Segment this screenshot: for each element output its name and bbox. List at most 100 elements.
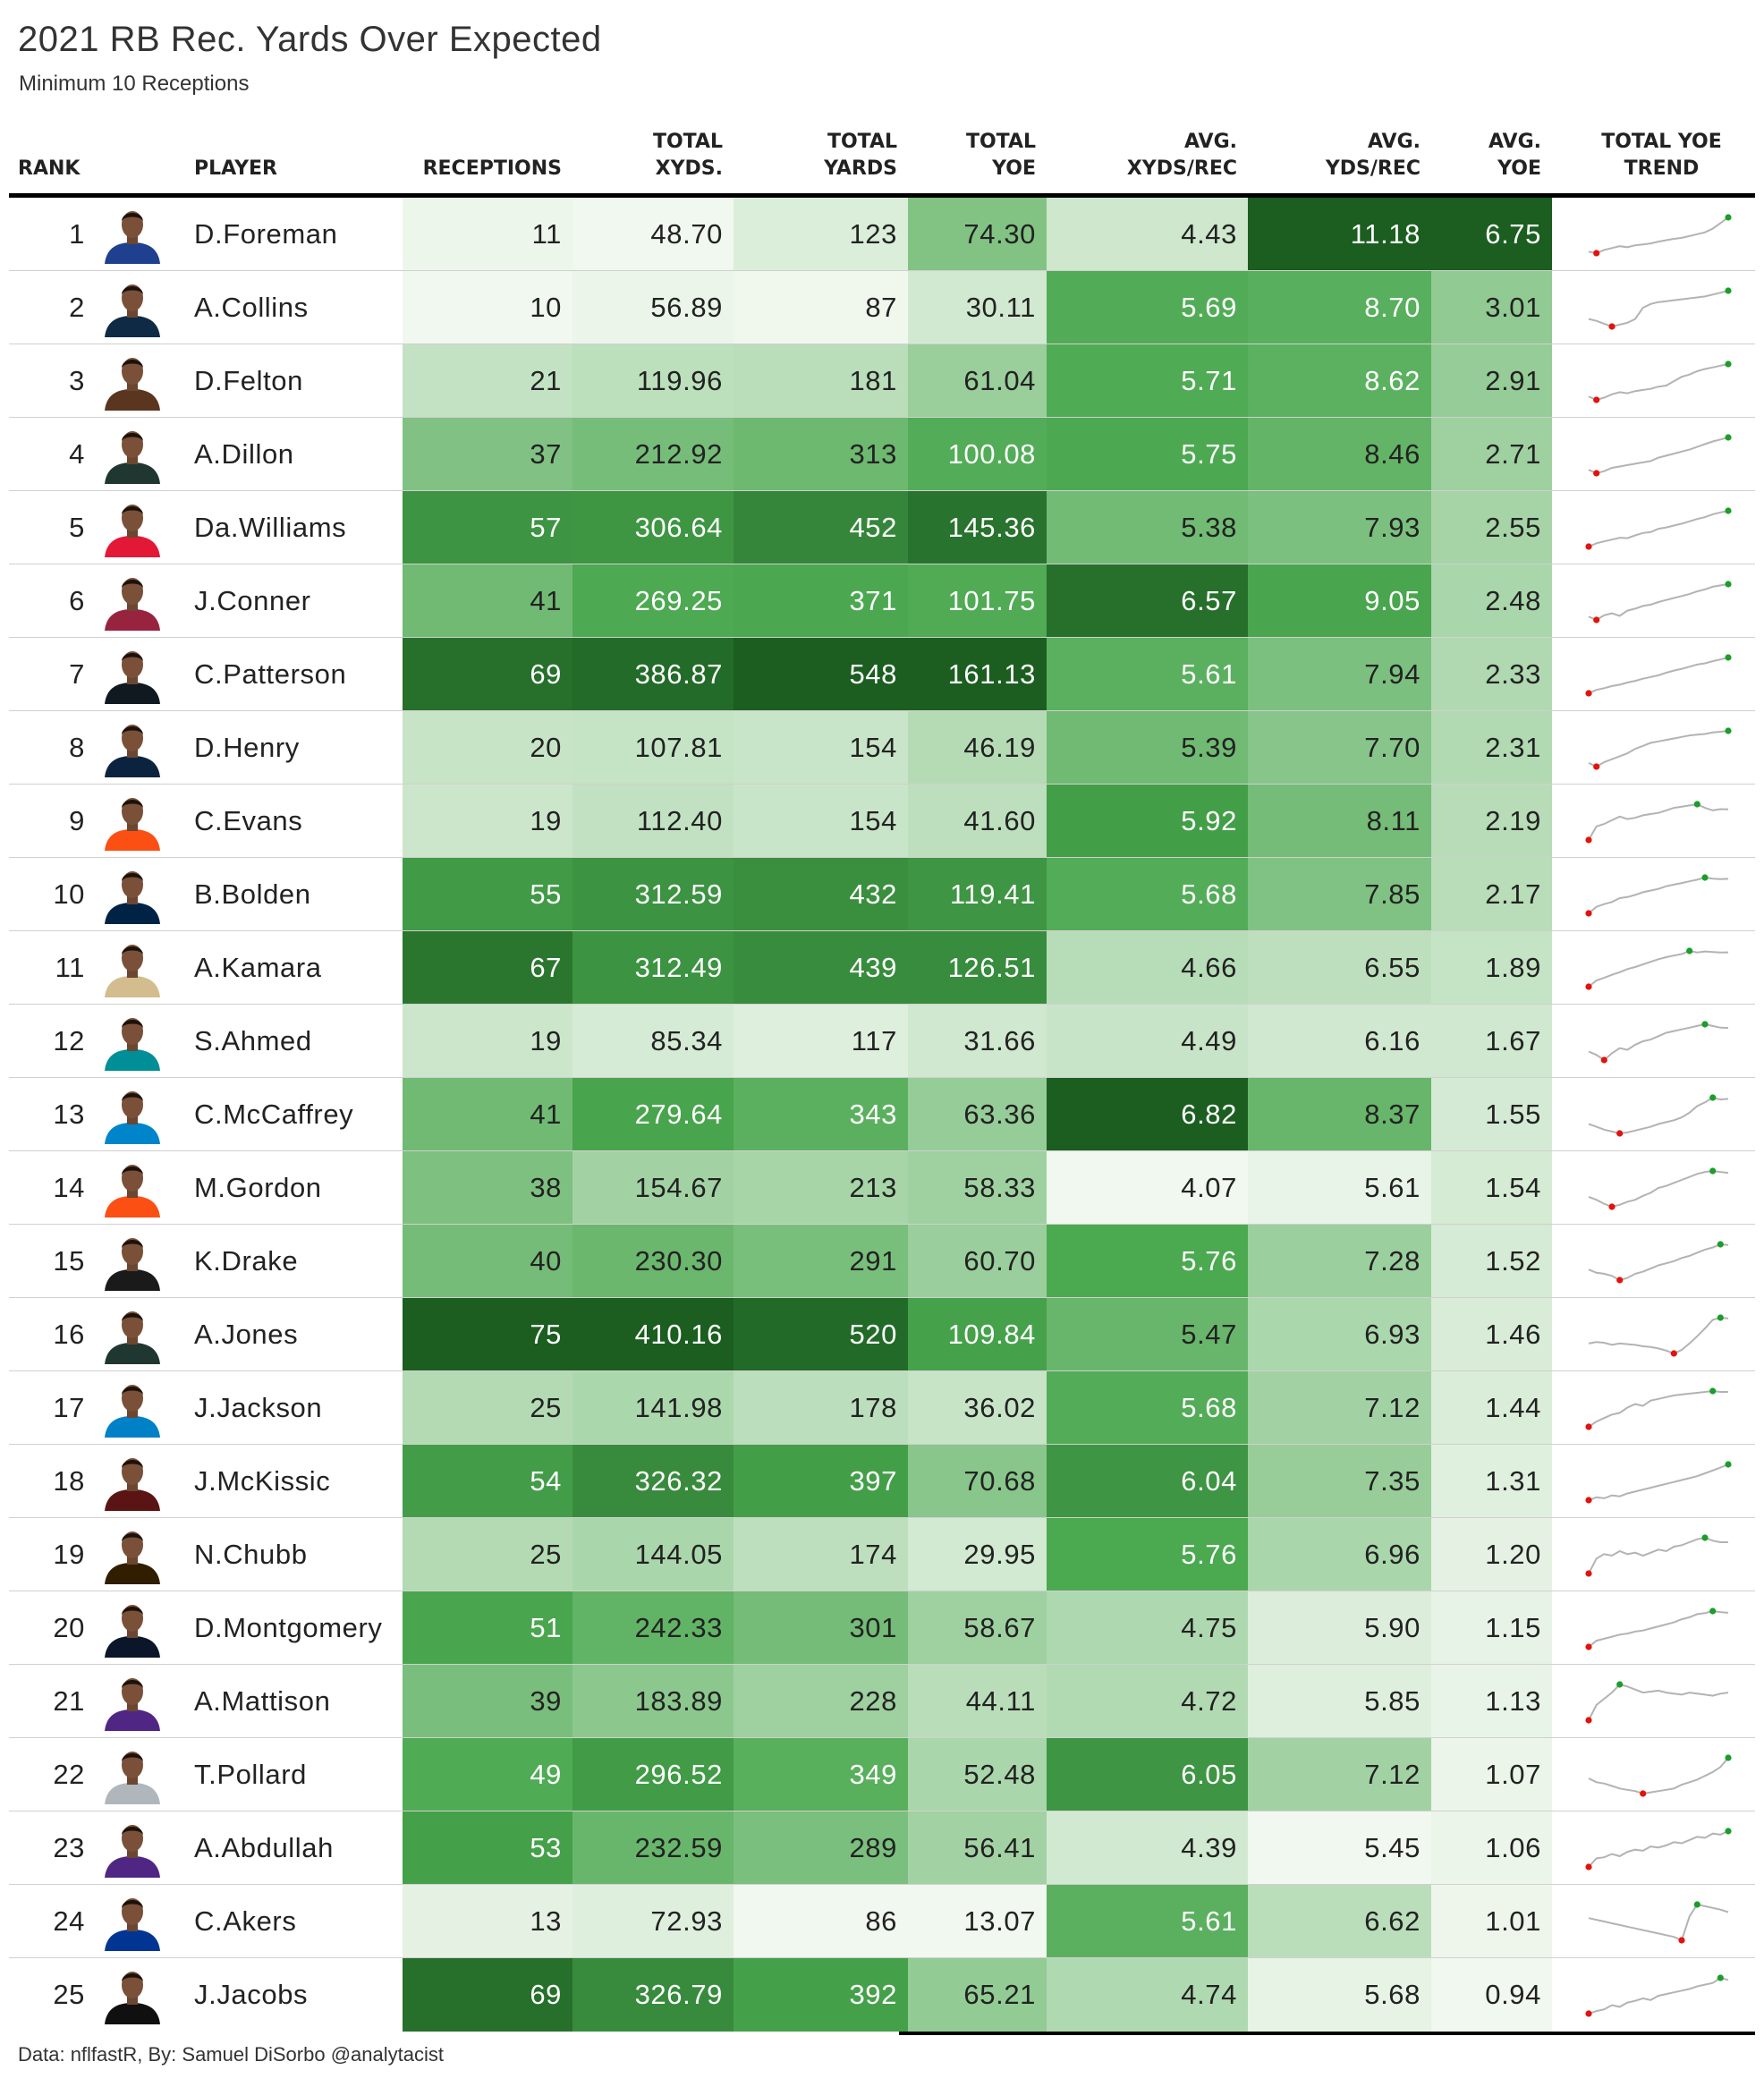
total-yards-cell: 343 — [734, 1078, 908, 1150]
sparkline-path — [1588, 216, 1729, 255]
sparkline-path — [1588, 1243, 1729, 1282]
yoe-trend-sparkline — [1585, 1461, 1732, 1504]
total-yoe-cell: 70.68 — [908, 1445, 1047, 1517]
sparkline-path — [1588, 1609, 1729, 1648]
yoe-trend-sparkline — [1585, 1681, 1729, 1724]
total-yards-cell: 87 — [734, 271, 908, 344]
sparkline-max-point — [1717, 1241, 1724, 1248]
total-yoe-cell: 126.51 — [908, 931, 1047, 1004]
avg-yds-rec-cell: 11.18 — [1248, 198, 1431, 270]
player-name: A.Abdullah — [194, 1831, 334, 1863]
table-row: 13 C.McCaffrey 41 279.64 343 63.36 6.82 8.37 1.5… — [9, 1078, 1755, 1151]
player-headshot — [105, 1458, 160, 1511]
sparkline-min-point — [1585, 910, 1592, 917]
yoe-trend-sparkline — [1585, 1608, 1729, 1650]
total-yards-cell: 520 — [734, 1298, 908, 1370]
avg-yds-rec-cell: 6.62 — [1248, 1885, 1431, 1957]
player-headshot — [105, 798, 160, 851]
header-total-xyds: TOTAL XYDS. — [652, 131, 723, 180]
total-yards-cell: 154 — [734, 711, 908, 784]
total-xyds-cell: 326.79 — [572, 1958, 734, 2032]
total-xyds-cell: 230.30 — [572, 1225, 734, 1297]
avg-yds-rec-cell: 5.61 — [1248, 1151, 1431, 1224]
sparkline-max-point — [1693, 1901, 1700, 1908]
avg-yds-rec-cell: 7.28 — [1248, 1225, 1431, 1297]
total-xyds-cell: 269.25 — [572, 564, 734, 637]
total-yards-cell: 228 — [734, 1665, 908, 1737]
total-yards-cell: 301 — [734, 1591, 908, 1664]
total-yoe-cell: 58.33 — [908, 1151, 1047, 1224]
table-row: 11 A.Kamara 67 312.49 439 126.51 4.66 6.55 1.89 — [9, 931, 1755, 1005]
total-yards-cell: 174 — [734, 1518, 908, 1591]
avg-yds-rec-cell: 7.12 — [1248, 1738, 1431, 1811]
receptions-cell: 39 — [403, 1665, 572, 1737]
total-yoe-cell: 56.41 — [908, 1811, 1047, 1884]
avg-yoe-cell: 2.31 — [1431, 711, 1552, 784]
avg-xyds-rec-cell: 4.75 — [1047, 1591, 1248, 1664]
avg-xyds-rec-cell: 5.71 — [1047, 344, 1248, 417]
sparkline-min-point — [1585, 836, 1592, 844]
total-yards-cell: 432 — [734, 858, 908, 930]
rank-cell: 18 — [53, 1464, 85, 1497]
sparkline-path — [1588, 290, 1729, 328]
receptions-cell: 25 — [403, 1518, 572, 1591]
sparkline-max-point — [1717, 1974, 1724, 1981]
receptions-cell: 54 — [403, 1445, 572, 1517]
total-yards-cell: 213 — [734, 1151, 908, 1224]
avg-yoe-cell: 6.75 — [1431, 198, 1552, 270]
sparkline-path — [1588, 1169, 1729, 1209]
player-name: Da.Williams — [194, 511, 347, 543]
yoe-trend-sparkline — [1588, 727, 1732, 770]
receptions-cell: 19 — [403, 785, 572, 857]
receptions-cell: 69 — [403, 638, 572, 710]
sparkline-min-point — [1585, 1717, 1592, 1724]
avg-xyds-rec-cell: 4.39 — [1047, 1811, 1248, 1884]
player-headshot — [105, 945, 160, 997]
table-row: 14 M.Gordon 38 154.67 213 58.33 4.07 5.61 1.54 — [9, 1151, 1755, 1225]
yoe-trend-sparkline — [1588, 434, 1732, 477]
rank-cell: 4 — [69, 437, 85, 470]
sparkline-max-point — [1725, 654, 1732, 661]
player-headshot — [105, 1238, 160, 1291]
avg-yoe-cell: 2.48 — [1431, 564, 1552, 637]
rank-cell: 21 — [53, 1684, 85, 1717]
sparkline-max-point — [1725, 727, 1732, 734]
sparkline-path — [1588, 1536, 1728, 1574]
receptions-cell: 57 — [403, 491, 572, 564]
sparkline-min-point — [1600, 1056, 1607, 1064]
header-rank: RANK — [18, 157, 81, 180]
receptions-cell: 69 — [403, 1958, 572, 2032]
total-yoe-cell: 101.75 — [908, 564, 1047, 637]
sparkline-path — [1588, 1389, 1728, 1428]
avg-yds-rec-cell: 5.85 — [1248, 1665, 1431, 1737]
avg-yoe-cell: 2.33 — [1431, 638, 1552, 710]
player-headshot — [105, 505, 160, 557]
rank-cell: 7 — [69, 657, 85, 690]
avg-xyds-rec-cell: 4.66 — [1047, 931, 1248, 1004]
avg-yoe-cell: 1.15 — [1431, 1591, 1552, 1664]
avg-yds-rec-cell: 5.45 — [1248, 1811, 1431, 1884]
avg-xyds-rec-cell: 5.68 — [1047, 1371, 1248, 1444]
player-headshot — [105, 211, 160, 264]
sparkline-min-point — [1593, 396, 1600, 403]
total-xyds-cell: 141.98 — [572, 1371, 734, 1444]
rank-cell: 3 — [69, 364, 85, 396]
table-row: 1 D.Foreman 11 48.70 123 74.30 4.43 11.18 6.75 — [9, 198, 1755, 271]
rank-cell: 10 — [53, 878, 85, 910]
sparkline-max-point — [1693, 801, 1700, 808]
rank-cell: 24 — [53, 1905, 85, 1937]
player-name: B.Bolden — [194, 878, 311, 910]
player-name: C.Evans — [194, 804, 303, 836]
sparkline-max-point — [1686, 947, 1693, 954]
total-yoe-cell: 44.11 — [908, 1665, 1047, 1737]
table-row: 4 A.Dillon 37 212.92 313 100.08 5.75 8.46 2.71 — [9, 418, 1755, 491]
source-caption: Data: nflfastR, By: Samuel DiSorbo @anal… — [18, 2043, 444, 2066]
avg-yds-rec-cell: 6.93 — [1248, 1298, 1431, 1370]
player-headshot — [105, 358, 160, 411]
rank-cell: 5 — [69, 511, 85, 543]
rank-cell: 2 — [69, 291, 85, 323]
total-yards-cell: 181 — [734, 344, 908, 417]
footer-rule — [899, 2032, 1755, 2035]
receptions-cell: 51 — [403, 1591, 572, 1664]
avg-xyds-rec-cell: 5.76 — [1047, 1518, 1248, 1591]
